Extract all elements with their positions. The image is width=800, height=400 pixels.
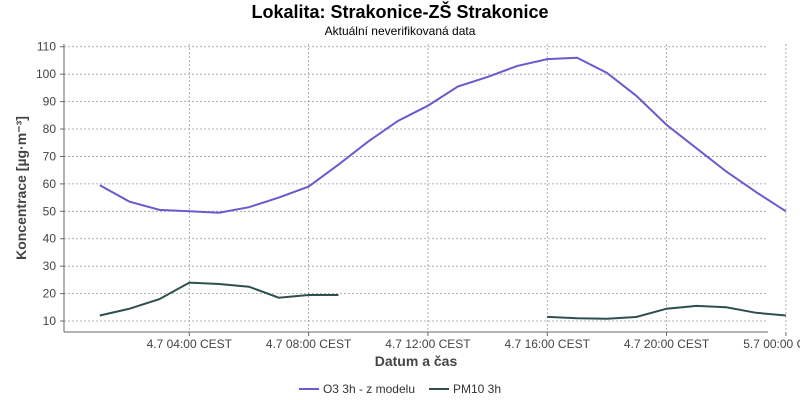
series-line-1 [99,281,339,317]
chart-title: Lokalita: Strakonice-ZŠ Strakonice [251,2,549,22]
y-tick-label: 40 [43,232,57,246]
legend: O3 3h - z modelu PM10 3h [0,382,800,396]
y-tick-label: 50 [43,204,57,218]
x-tick-label: 4.7 04:00 CEST [147,337,233,351]
chart-subtitle: Aktuální neverifikovaná data [324,24,476,38]
legend-label-o3: O3 3h - z modelu [322,382,415,396]
x-tick-label: 4.7 20:00 CEST [624,337,710,351]
y-tick-label: 80 [43,122,57,136]
y-tick-label: 110 [37,40,56,54]
x-axis-label: Datum a čas [375,353,458,369]
x-tick-label: 4.7 08:00 CEST [266,337,352,351]
y-tick-label: 100 [36,67,56,81]
legend-label-pm10: PM10 3h [453,382,502,396]
x-tick-label: 5.7 00:00 CEST [743,337,800,351]
x-tick-label: 4.7 16:00 CEST [505,337,591,351]
legend-swatch-pm10 [429,388,449,390]
y-tick-label: 90 [43,95,57,109]
y-tick-label: 20 [43,287,57,301]
series-line-0 [99,56,787,214]
y-tick-label: 10 [43,314,57,328]
series-line-1 [547,304,786,320]
legend-item-o3: O3 3h - z modelu [298,382,415,396]
y-tick-label: 60 [43,177,57,191]
y-tick-label: 30 [43,259,57,273]
legend-item-pm10: PM10 3h [429,382,501,396]
y-axis-label: Koncentrace [µg·m⁻³] [13,116,29,260]
x-tick-label: 4.7 12:00 CEST [385,337,471,351]
plot-area [64,44,768,332]
legend-swatch-o3 [298,388,319,390]
y-tick-label: 70 [43,149,57,163]
